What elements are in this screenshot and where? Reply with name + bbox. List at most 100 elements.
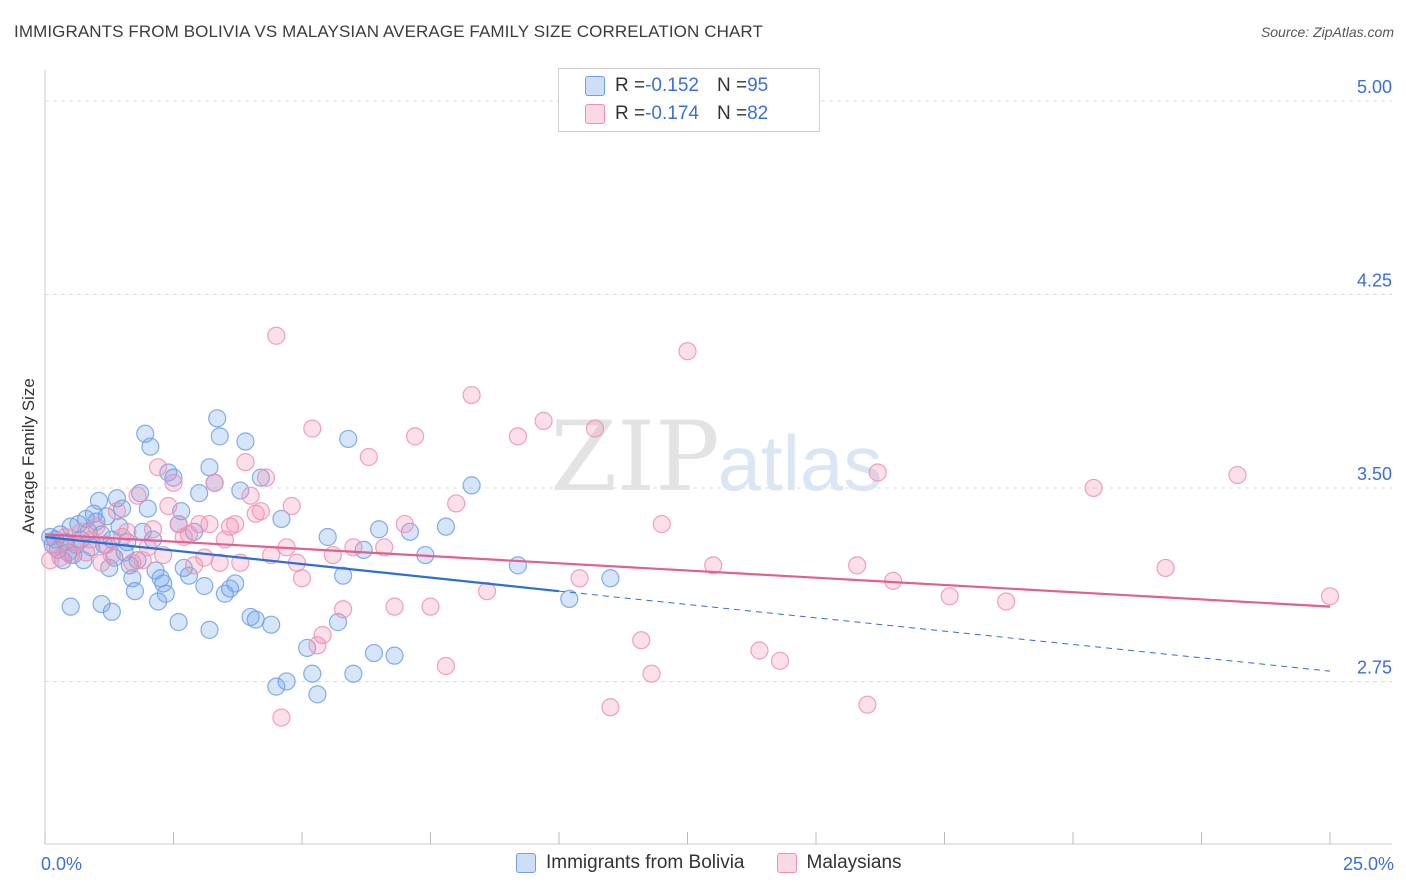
- y-tick-label: 3.50: [1357, 464, 1392, 484]
- data-point: [190, 484, 209, 503]
- data-point: [421, 597, 440, 616]
- data-point: [447, 494, 466, 513]
- data-point: [303, 419, 322, 438]
- legend-r-value: -0.152: [645, 75, 699, 96]
- data-point: [61, 597, 80, 616]
- legend-n-value: 82: [747, 103, 769, 124]
- data-point: [436, 517, 456, 536]
- data-point: [632, 631, 651, 650]
- data-point: [195, 548, 214, 567]
- data-point: [159, 496, 178, 516]
- data-point: [154, 574, 173, 593]
- data-point: [128, 486, 147, 505]
- data-point: [256, 468, 276, 487]
- data-point: [334, 600, 353, 619]
- data-point: [848, 556, 867, 575]
- trend-line-malaysians: [44, 533, 1331, 608]
- data-point: [102, 602, 121, 621]
- data-point: [148, 458, 168, 477]
- source-label: Source: ZipAtlas.com: [1260, 24, 1394, 40]
- data-point: [272, 708, 291, 727]
- data-point: [308, 685, 327, 704]
- data-point: [262, 615, 281, 634]
- data-point: [508, 556, 527, 575]
- data-point: [210, 553, 229, 572]
- data-point: [642, 664, 661, 683]
- data-point: [344, 664, 363, 683]
- data-point: [354, 540, 373, 559]
- series-malaysians-points: [41, 326, 1340, 727]
- data-point: [868, 463, 887, 482]
- chart-title: IMMIGRANTS FROM BOLIVIA VS MALAYSIAN AVE…: [14, 22, 763, 41]
- legend-r-label: R =: [615, 103, 646, 124]
- data-point: [251, 468, 270, 487]
- data-point: [534, 411, 553, 430]
- data-point: [246, 504, 265, 523]
- data-point: [205, 473, 224, 492]
- data-point: [652, 514, 671, 534]
- data-point: [164, 468, 183, 487]
- data-point: [344, 538, 363, 557]
- legend-item-bolivia: Immigrants from Bolivia: [516, 852, 745, 874]
- data-point: [231, 481, 250, 500]
- data-point: [462, 476, 481, 495]
- data-point: [226, 574, 245, 593]
- data-point: [508, 427, 527, 446]
- data-point: [997, 592, 1016, 611]
- data-point: [359, 447, 378, 467]
- data-point: [156, 584, 175, 603]
- data-point: [318, 527, 337, 547]
- data-point: [303, 664, 322, 683]
- data-point: [560, 589, 579, 609]
- data-point: [267, 326, 286, 345]
- y-tick-label: 5.00: [1357, 77, 1392, 97]
- y-tick-label: 4.25: [1357, 270, 1392, 290]
- data-point: [375, 538, 394, 557]
- legend-n-value: 95: [747, 75, 769, 96]
- data-point: [308, 636, 327, 655]
- data-point: [277, 672, 296, 691]
- y-tick-label: 2.75: [1357, 657, 1392, 677]
- data-point: [148, 592, 168, 611]
- legend-swatch-malaysians: [776, 853, 797, 873]
- watermark-zip: ZIP: [550, 401, 719, 513]
- data-point: [704, 556, 723, 575]
- data-point: [601, 698, 620, 717]
- data-point: [164, 473, 183, 492]
- data-point: [251, 502, 270, 521]
- legend-row-bolivia: R = -0.152 N = 95: [585, 73, 768, 99]
- data-point: [102, 545, 121, 565]
- data-point: [678, 342, 697, 361]
- data-point: [750, 641, 769, 660]
- data-point: [107, 502, 127, 521]
- data-point: [118, 522, 137, 541]
- data-point: [169, 613, 188, 632]
- data-point: [298, 638, 317, 658]
- watermark-atlas: atlas: [718, 419, 883, 507]
- correlation-legend: R = -0.152 N = 95 R = -0.174 N = 82: [558, 68, 820, 132]
- data-point: [241, 607, 260, 627]
- trend-lines: [44, 533, 1331, 672]
- data-point: [200, 514, 219, 534]
- data-point: [226, 514, 245, 534]
- data-point: [405, 427, 425, 446]
- legend-swatch-malaysians: [585, 104, 605, 124]
- data-point: [1320, 587, 1340, 606]
- data-point: [267, 677, 286, 696]
- data-point: [236, 453, 255, 472]
- legend-label-bolivia: Immigrants from Bolivia: [546, 852, 745, 873]
- data-point: [570, 569, 589, 588]
- trend-line-bolivia-extension: [558, 590, 1331, 672]
- data-point: [395, 514, 414, 534]
- data-point: [601, 569, 620, 588]
- legend-r-label: R =: [615, 75, 646, 96]
- data-point: [323, 545, 342, 565]
- legend-label-malaysians: Malaysians: [806, 852, 902, 873]
- data-point: [385, 646, 404, 665]
- data-point: [364, 643, 384, 663]
- data-point: [130, 484, 150, 503]
- legend-n-label: N =: [716, 103, 748, 124]
- y-axis-label: Average Family Size: [19, 378, 38, 534]
- data-point: [200, 458, 219, 477]
- axes: 2.75 3.50 4.25 5.00 0.0% 25.0%: [41, 70, 1394, 874]
